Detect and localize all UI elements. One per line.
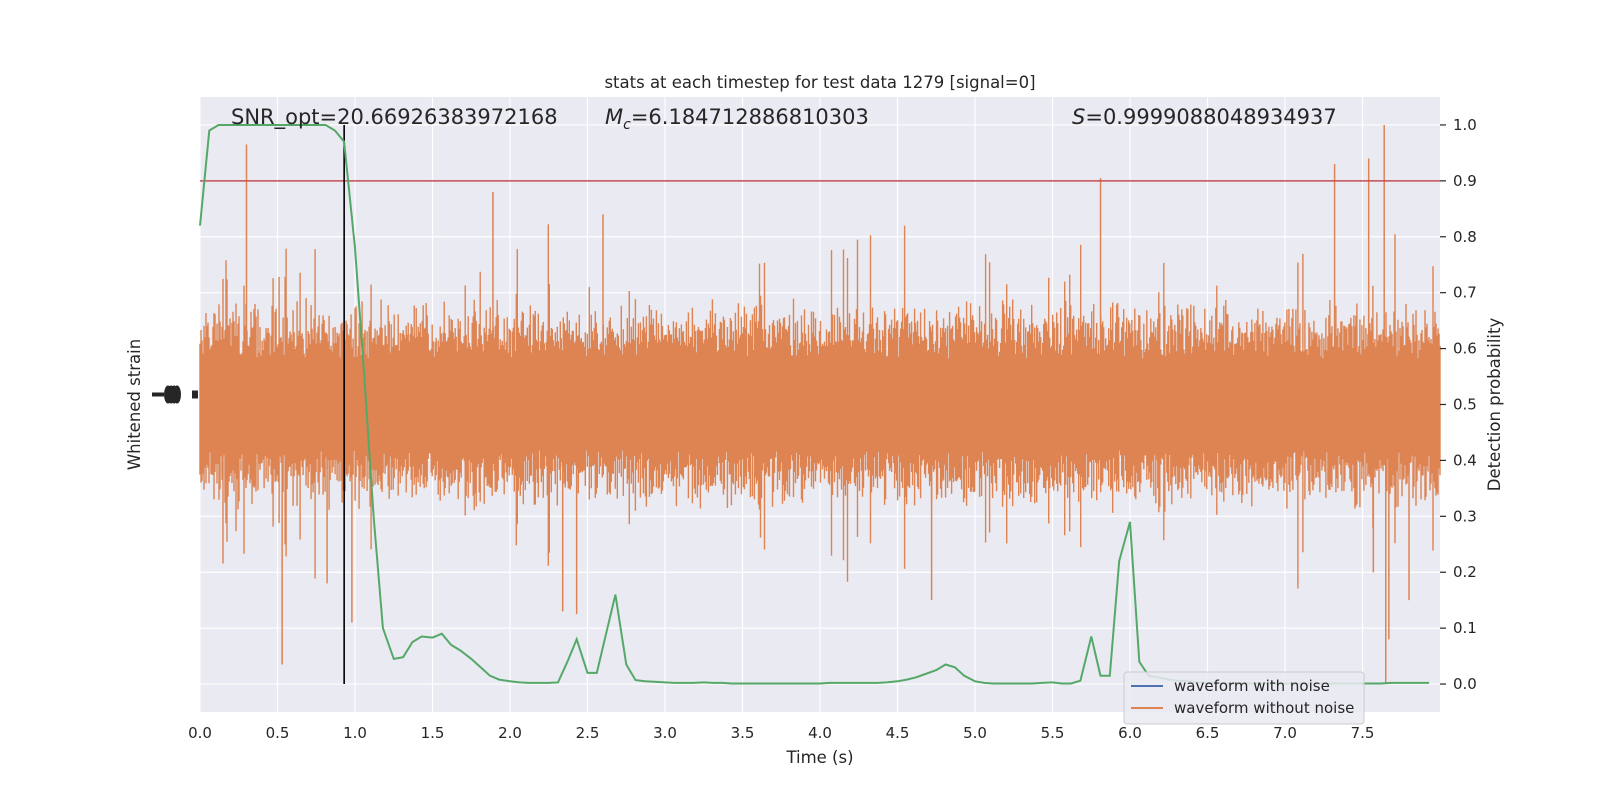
y-tick-label: 0.9 xyxy=(1453,172,1477,190)
y-axis-right-ticks: 0.0 0.1 0.2 0.3 0.4 0.5 0.6 0.7 0.8 0.9 1.0 xyxy=(1440,116,1477,693)
x-tick-label: 5.0 xyxy=(963,724,987,742)
legend-label-waveform-without-noise: waveform without noise xyxy=(1174,699,1354,717)
y-tick-label: 0.5 xyxy=(1453,396,1477,414)
x-tick-label: 2.0 xyxy=(498,724,522,742)
x-axis-ticks: 0.0 0.5 1.0 1.5 2.0 2.5 3.0 3.5 4.0 4.5 5.0 5.5 6.0 6… xyxy=(188,724,1374,742)
left-axis-overlapping-ticks xyxy=(152,385,198,404)
y-tick-label: 0.3 xyxy=(1453,507,1477,525)
x-tick-label: 3.5 xyxy=(731,724,755,742)
x-tick-label: 7.0 xyxy=(1273,724,1297,742)
x-tick-label: 6.0 xyxy=(1118,724,1142,742)
mc-subscript: c xyxy=(623,117,631,133)
plot-area xyxy=(199,97,1441,712)
x-tick-label: 5.5 xyxy=(1041,724,1065,742)
y-tick-label: 0.6 xyxy=(1453,340,1477,358)
chart-title: stats at each timestep for test data 127… xyxy=(604,73,1035,92)
x-tick-label: 2.5 xyxy=(576,724,600,742)
x-tick-label: 4.0 xyxy=(808,724,832,742)
y-tick-label: 0.2 xyxy=(1453,563,1477,581)
mc-value: =6.184712886810303 xyxy=(631,105,869,129)
x-tick-label: 6.5 xyxy=(1196,724,1220,742)
waveform-core-band xyxy=(200,358,1440,451)
x-tick-label: 3.0 xyxy=(653,724,677,742)
y-tick-label: 0.0 xyxy=(1453,675,1477,693)
y-tick-label: 1.0 xyxy=(1453,116,1477,134)
s-annotation: S=0.9999088048934937 xyxy=(1072,105,1337,129)
waveform-without-noise-series xyxy=(199,124,1441,685)
x-tick-label: 4.5 xyxy=(886,724,910,742)
snr-annotation: SNR_opt=20.66926383972168 xyxy=(231,105,558,130)
left-tick-glyph xyxy=(173,385,181,404)
x-axis-label: Time (s) xyxy=(785,748,853,767)
legend: waveform with noise waveform without noi… xyxy=(1123,671,1365,725)
s-symbol: S xyxy=(1072,105,1085,129)
x-tick-label: 0.5 xyxy=(266,724,290,742)
y-tick-label: 0.1 xyxy=(1453,619,1477,637)
mc-symbol: M xyxy=(605,105,623,129)
legend-label-waveform-with-noise: waveform with noise xyxy=(1174,677,1330,695)
left-tick-dash xyxy=(152,392,164,397)
y-tick-label: 0.7 xyxy=(1453,284,1477,302)
x-tick-label: 1.5 xyxy=(421,724,445,742)
y-axis-left-label: Whitened strain xyxy=(125,339,144,470)
left-tick-mark xyxy=(192,390,198,399)
y-axis-right-label: Detection probability xyxy=(1485,318,1504,492)
x-tick-label: 7.5 xyxy=(1351,724,1375,742)
x-tick-label: 1.0 xyxy=(343,724,367,742)
y-tick-label: 0.8 xyxy=(1453,228,1477,246)
s-value: =0.9999088048934937 xyxy=(1085,105,1336,129)
mc-annotation: Mc=6.184712886810303 xyxy=(605,105,869,133)
legend-box xyxy=(1123,671,1365,725)
y-tick-label: 0.4 xyxy=(1453,451,1477,469)
x-tick-label: 0.0 xyxy=(188,724,212,742)
